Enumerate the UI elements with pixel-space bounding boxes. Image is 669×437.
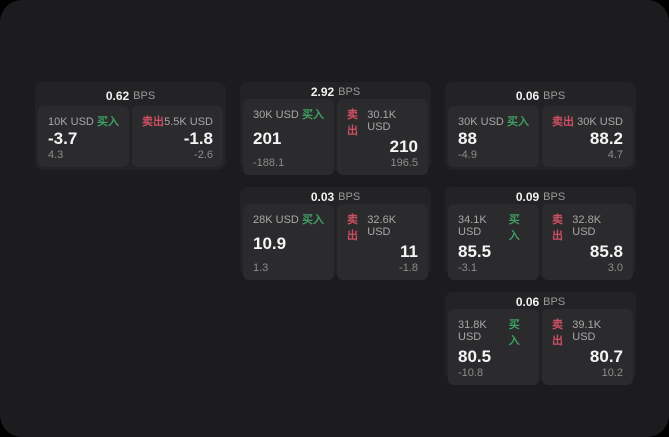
bps-header: 0.62 BPS	[38, 85, 223, 106]
buy-delta: -4.9	[458, 149, 477, 161]
sell-delta: 196.5	[390, 156, 418, 169]
sell-delta: 3.0	[607, 261, 623, 274]
buy-sell-panels: 30K USD 买入 88 -4.9 卖出 30K USD 88.2 4.7	[448, 106, 633, 167]
sell-side-label: 卖出	[142, 116, 164, 128]
sell-amount: 32.6K USD	[367, 214, 397, 238]
bps-unit-label: BPS	[133, 89, 156, 102]
buy-amount: 30K USD	[458, 116, 504, 128]
sell-side-label: 卖出	[552, 319, 563, 347]
sell-side-label: 卖出	[552, 214, 563, 242]
sell-panel[interactable]: 卖出 30.1K USD 210 196.5	[337, 99, 428, 175]
quote-card-6: 0.06 BPS 31.8K USD 买入 80.5 -10.8 卖出 39.1…	[445, 292, 636, 385]
buy-delta: 1.3	[253, 261, 269, 274]
buy-sell-panels: 30K USD 买入 201 -188.1 卖出 30.1K USD 210 1…	[243, 99, 428, 175]
bps-value: 0.06	[515, 88, 540, 103]
buy-delta: -10.8	[458, 366, 484, 379]
buy-amount: 31.8K USD	[458, 319, 487, 343]
buy-price: 85.5	[458, 242, 492, 261]
buy-amount: 10K USD	[48, 116, 94, 128]
bps-header: 0.06 BPS	[448, 85, 633, 106]
buy-side-label: 买入	[302, 214, 324, 226]
buy-delta: -188.1	[253, 156, 285, 169]
sell-price: 210	[389, 137, 418, 156]
buy-side-label: 买入	[302, 109, 324, 121]
bps-value: 0.03	[310, 190, 335, 204]
buy-price: 201	[253, 129, 282, 148]
bps-unit-label: BPS	[338, 191, 361, 203]
sell-panel[interactable]: 卖出 30K USD 88.2 4.7	[542, 106, 633, 167]
sell-delta: 10.2	[601, 366, 623, 379]
buy-sell-panels: 34.1K USD 买入 85.5 -3.1 卖出 32.8K USD 85.8…	[448, 204, 633, 280]
buy-panel[interactable]: 34.1K USD 买入 85.5 -3.1	[448, 204, 539, 280]
sell-amount: 30K USD	[577, 116, 623, 128]
bps-value: 2.92	[310, 85, 335, 99]
sell-delta: -1.8	[399, 261, 418, 274]
sell-price: 88.2	[589, 128, 623, 148]
bps-header: 0.09 BPS	[448, 190, 633, 204]
sell-side-label: 卖出	[347, 109, 358, 137]
sell-panel[interactable]: 卖出 32.8K USD 85.8 3.0	[542, 204, 633, 280]
sell-panel[interactable]: 卖出 32.6K USD 11 -1.8	[337, 204, 428, 280]
buy-price: 10.9	[253, 234, 287, 253]
sell-panel[interactable]: 卖出 39.1K USD 80.7 10.2	[542, 309, 633, 385]
buy-side-label: 买入	[97, 116, 119, 128]
sell-panel[interactable]: 卖出 5.5K USD -1.8 -2.6	[132, 106, 223, 167]
buy-side-label: 买入	[507, 116, 529, 128]
sell-price: -1.8	[183, 128, 213, 148]
quote-card-5: 0.09 BPS 34.1K USD 买入 85.5 -3.1 卖出 32.8K…	[445, 187, 636, 280]
sell-price: 11	[400, 242, 418, 261]
sell-side-label: 卖出	[552, 116, 574, 128]
buy-side-label: 买入	[508, 319, 520, 347]
buy-panel[interactable]: 28K USD 买入 10.9 1.3	[243, 204, 334, 280]
buy-sell-panels: 31.8K USD 买入 80.5 -10.8 卖出 39.1K USD 80.…	[448, 309, 633, 385]
buy-price: 80.5	[458, 347, 492, 366]
buy-side-label: 买入	[508, 214, 520, 242]
sell-amount: 32.8K USD	[572, 214, 602, 238]
bps-unit-label: BPS	[543, 296, 566, 308]
buy-delta: -3.1	[458, 261, 477, 274]
buy-amount: 28K USD	[253, 214, 299, 226]
quote-card-3: 0.06 BPS 30K USD 买入 88 -4.9 卖出 30K USD	[445, 82, 636, 170]
buy-panel[interactable]: 30K USD 买入 201 -188.1	[243, 99, 334, 175]
bps-header: 0.03 BPS	[243, 190, 428, 204]
bps-value: 0.62	[105, 88, 130, 103]
sell-amount: 39.1K USD	[572, 319, 602, 343]
buy-panel[interactable]: 10K USD 买入 -3.7 4.3	[38, 106, 129, 167]
quote-cards-grid: 0.62 BPS 10K USD 买入 -3.7 4.3 卖出 5.5K USD	[35, 82, 636, 385]
buy-panel[interactable]: 31.8K USD 买入 80.5 -10.8	[448, 309, 539, 385]
sell-side-label: 卖出	[347, 214, 358, 242]
sell-amount: 5.5K USD	[164, 116, 213, 128]
buy-delta: 4.3	[48, 149, 64, 161]
bps-header: 0.06 BPS	[448, 295, 633, 309]
quote-card-2: 2.92 BPS 30K USD 买入 201 -188.1 卖出 30.1K …	[240, 82, 431, 175]
buy-amount: 30K USD	[253, 109, 299, 121]
sell-delta: 4.7	[607, 149, 623, 161]
bps-unit-label: BPS	[338, 86, 361, 98]
buy-sell-panels: 10K USD 买入 -3.7 4.3 卖出 5.5K USD -1.8 -2.…	[38, 106, 223, 167]
buy-price: 88	[458, 128, 477, 148]
sell-price: 80.7	[589, 347, 623, 366]
quote-card-4: 0.03 BPS 28K USD 买入 10.9 1.3 卖出 32.6K US…	[240, 187, 431, 280]
bps-value: 0.09	[515, 190, 540, 204]
bps-header: 2.92 BPS	[243, 85, 428, 99]
sell-amount: 30.1K USD	[367, 109, 397, 133]
quote-card-1: 0.62 BPS 10K USD 买入 -3.7 4.3 卖出 5.5K USD	[35, 82, 226, 170]
bps-unit-label: BPS	[543, 89, 566, 102]
bps-unit-label: BPS	[543, 191, 566, 203]
buy-sell-panels: 28K USD 买入 10.9 1.3 卖出 32.6K USD 11 -1.8	[243, 204, 428, 280]
sell-delta: -2.6	[194, 149, 213, 161]
bps-value: 0.06	[515, 295, 540, 309]
buy-price: -3.7	[48, 128, 78, 148]
sell-price: 85.8	[589, 242, 623, 261]
buy-amount: 34.1K USD	[458, 214, 487, 238]
buy-panel[interactable]: 30K USD 买入 88 -4.9	[448, 106, 539, 167]
